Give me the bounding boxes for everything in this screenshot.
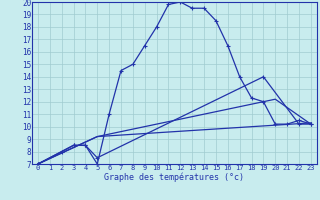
X-axis label: Graphe des températures (°c): Graphe des températures (°c)	[104, 172, 244, 182]
